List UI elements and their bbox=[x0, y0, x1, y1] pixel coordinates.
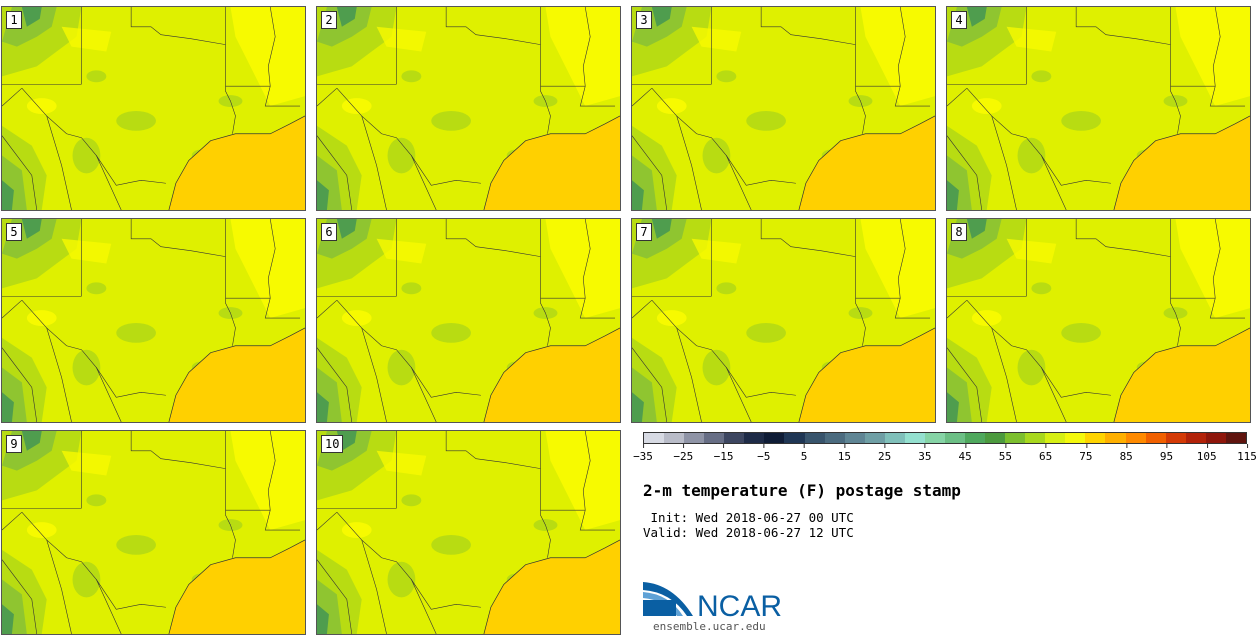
ncar-logo-icon: NCAR bbox=[643, 582, 782, 623]
member-label: 9 bbox=[6, 435, 22, 453]
member-label: 8 bbox=[951, 223, 967, 241]
color-swatch bbox=[904, 433, 925, 443]
tick-label: 85 bbox=[1120, 444, 1133, 463]
color-swatch bbox=[824, 433, 845, 443]
color-swatch bbox=[965, 433, 986, 443]
valid-time: Valid: Wed 2018-06-27 12 UTC bbox=[643, 525, 854, 540]
tick-label: 15 bbox=[838, 444, 851, 463]
color-swatch bbox=[784, 433, 805, 443]
tick-label: 75 bbox=[1079, 444, 1093, 463]
tick-label: −5 bbox=[757, 444, 770, 463]
tick-label: 5 bbox=[801, 444, 807, 463]
tick-label: 25 bbox=[878, 444, 891, 463]
color-swatch bbox=[864, 433, 885, 443]
color-swatch bbox=[1065, 433, 1086, 443]
color-scale-bar bbox=[643, 432, 1247, 444]
member-panel[interactable]: 5 bbox=[1, 218, 306, 423]
member-panel[interactable]: 7 bbox=[631, 218, 936, 423]
member-label: 2 bbox=[321, 11, 337, 29]
color-swatch bbox=[704, 433, 725, 443]
member-label: 4 bbox=[951, 11, 967, 29]
tick-label: 115 bbox=[1237, 444, 1257, 463]
color-swatch bbox=[644, 433, 665, 443]
init-time: Init: Wed 2018-06-27 00 UTC bbox=[643, 510, 854, 525]
color-swatch bbox=[804, 433, 825, 443]
member-label: 5 bbox=[6, 223, 22, 241]
color-swatch bbox=[664, 433, 685, 443]
member-label: 3 bbox=[636, 11, 652, 29]
color-swatch bbox=[985, 433, 1006, 443]
tick-label: −35 bbox=[633, 444, 653, 463]
tick-label: 35 bbox=[918, 444, 931, 463]
member-panel[interactable]: 3 bbox=[631, 6, 936, 211]
color-swatch bbox=[924, 433, 945, 443]
color-swatch bbox=[944, 433, 965, 443]
member-panel[interactable]: 10 bbox=[316, 430, 621, 635]
color-swatch bbox=[724, 433, 745, 443]
color-swatch bbox=[1105, 433, 1126, 443]
color-swatch bbox=[884, 433, 905, 443]
member-panel[interactable]: 4 bbox=[946, 6, 1251, 211]
tick-label: 45 bbox=[959, 444, 972, 463]
color-swatch bbox=[1225, 433, 1246, 443]
color-swatch bbox=[684, 433, 705, 443]
member-panel[interactable]: 1 bbox=[1, 6, 306, 211]
ncar-logo-text: NCAR bbox=[697, 590, 782, 622]
color-swatch bbox=[1145, 433, 1166, 443]
ncar-logo[interactable]: NCAR bbox=[643, 578, 793, 623]
color-swatch bbox=[1045, 433, 1066, 443]
color-swatch bbox=[1025, 433, 1046, 443]
color-swatch bbox=[1185, 433, 1206, 443]
color-swatch bbox=[744, 433, 765, 443]
tick-label: −15 bbox=[714, 444, 733, 463]
tick-label: 65 bbox=[1039, 444, 1052, 463]
member-label: 1 bbox=[6, 11, 22, 29]
member-label: 6 bbox=[321, 223, 337, 241]
color-swatch bbox=[1125, 433, 1146, 443]
plot-title: 2-m temperature (F) postage stamp bbox=[643, 481, 961, 500]
member-panel[interactable]: 6 bbox=[316, 218, 621, 423]
member-panel[interactable]: 2 bbox=[316, 6, 621, 211]
member-label: 7 bbox=[636, 223, 652, 241]
member-panel[interactable]: 9 bbox=[1, 430, 306, 635]
member-panel[interactable]: 8 bbox=[946, 218, 1251, 423]
color-scale-ticks: −35 −25 −15 −5 5 15 25 35 45 55 65 75 85 95 105 115 bbox=[633, 444, 1257, 466]
color-swatch bbox=[1165, 433, 1186, 443]
color-swatch bbox=[1005, 433, 1026, 443]
color-swatch bbox=[1205, 433, 1226, 443]
color-swatch bbox=[844, 433, 865, 443]
member-label: 10 bbox=[321, 435, 344, 453]
site-url[interactable]: ensemble.ucar.edu bbox=[653, 620, 766, 633]
tick-label: −25 bbox=[673, 444, 693, 463]
color-swatch bbox=[764, 433, 785, 443]
tick-label: 55 bbox=[999, 444, 1012, 463]
tick-label: 95 bbox=[1160, 444, 1173, 463]
tick-label: 105 bbox=[1197, 444, 1217, 463]
color-swatch bbox=[1085, 433, 1106, 443]
